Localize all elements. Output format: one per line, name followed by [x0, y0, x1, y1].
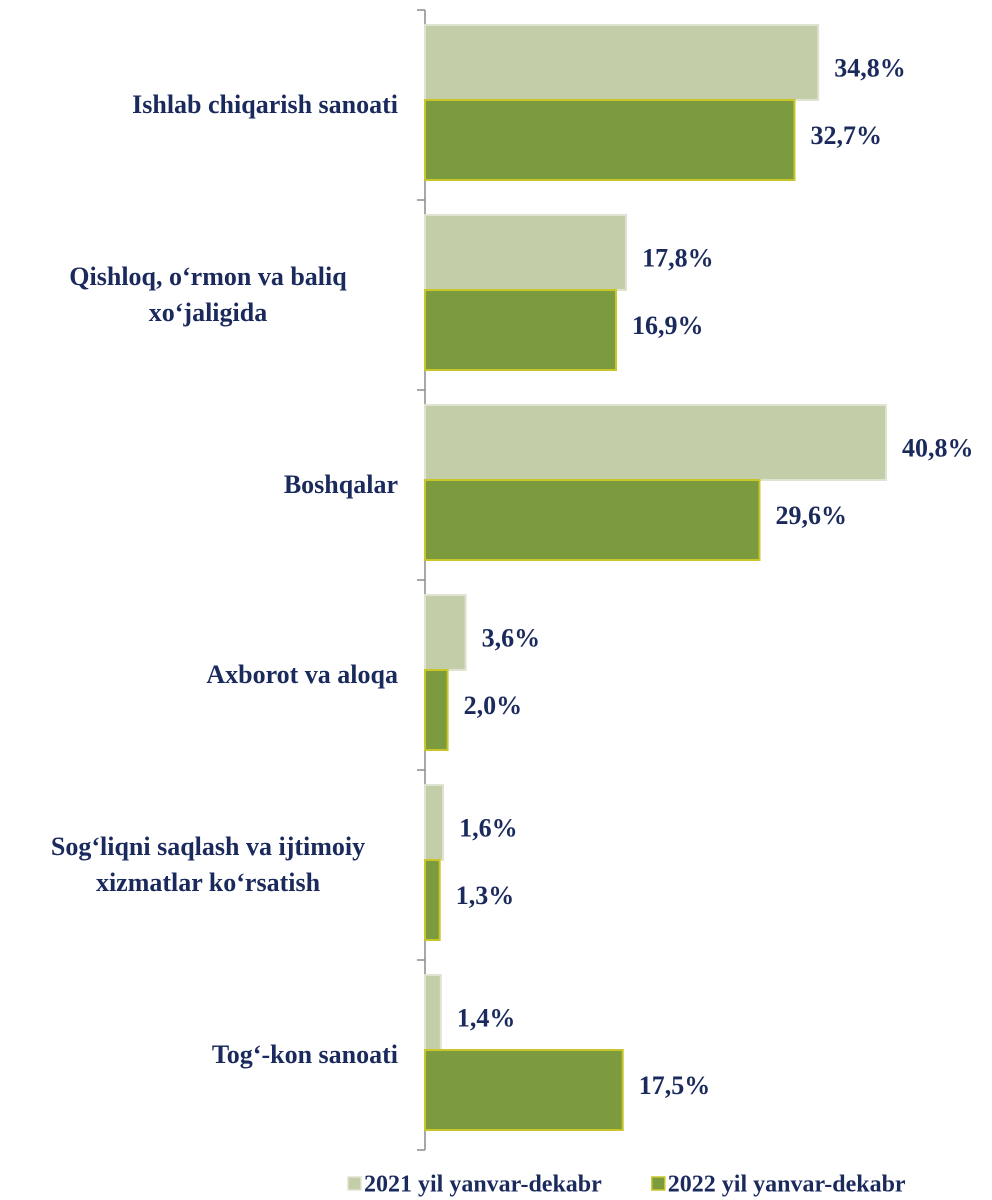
value-label: 2,0% [464, 691, 522, 720]
category-label: Qishloq, o‘rmon va baliq xo‘jaligida [18, 259, 398, 331]
category-label: Sog‘liqni saqlash va ijtimoiy xizmatlar … [18, 829, 398, 901]
legend-label: 2022 yil yanvar-dekabr [668, 1172, 906, 1198]
bar [424, 404, 888, 481]
bar [424, 289, 617, 371]
legend-swatch [651, 1176, 666, 1191]
bar [424, 974, 442, 1051]
category-text: Axborot va aloqa [206, 660, 398, 689]
value-label: 1,4% [457, 1003, 516, 1032]
category-text: Tog‘-kon sanoati [211, 1040, 398, 1069]
value-label: 16,9% [632, 311, 704, 340]
value-label: 17,5% [639, 1071, 711, 1100]
value-label: 1,6% [459, 813, 517, 842]
bar [424, 1049, 624, 1131]
category-text: Qishloq, o‘rmon va baliq xo‘jaligida [69, 262, 347, 327]
category-label: Boshqalar [18, 467, 398, 503]
value-label: 40,8% [902, 433, 974, 462]
value-label: 17,8% [642, 243, 714, 272]
bar [424, 784, 445, 861]
bar [424, 214, 628, 291]
bar [424, 479, 761, 561]
category-text: Sog‘liqni saqlash va ijtimoiy xizmatlar … [50, 832, 366, 897]
category-label: Ishlab chiqarish sanoati [18, 87, 398, 123]
value-label: 29,6% [775, 501, 847, 530]
legend-label: 2021 yil yanvar-dekabr [364, 1172, 602, 1198]
legend-swatch [347, 1176, 362, 1191]
value-label: 34,8% [834, 53, 906, 82]
bar [424, 594, 467, 671]
bar [424, 859, 441, 941]
category-text: Boshqalar [283, 470, 398, 499]
value-label: 3,6% [482, 623, 541, 652]
bar [424, 99, 796, 181]
category-text: Ishlab chiqarish sanoati [132, 90, 398, 119]
category-label: Axborot va aloqa [18, 657, 398, 693]
bar [424, 669, 449, 751]
value-label: 32,7% [811, 121, 883, 150]
bar [424, 24, 820, 101]
value-label: 1,3% [456, 881, 515, 910]
category-label: Tog‘-kon sanoati [18, 1037, 398, 1073]
